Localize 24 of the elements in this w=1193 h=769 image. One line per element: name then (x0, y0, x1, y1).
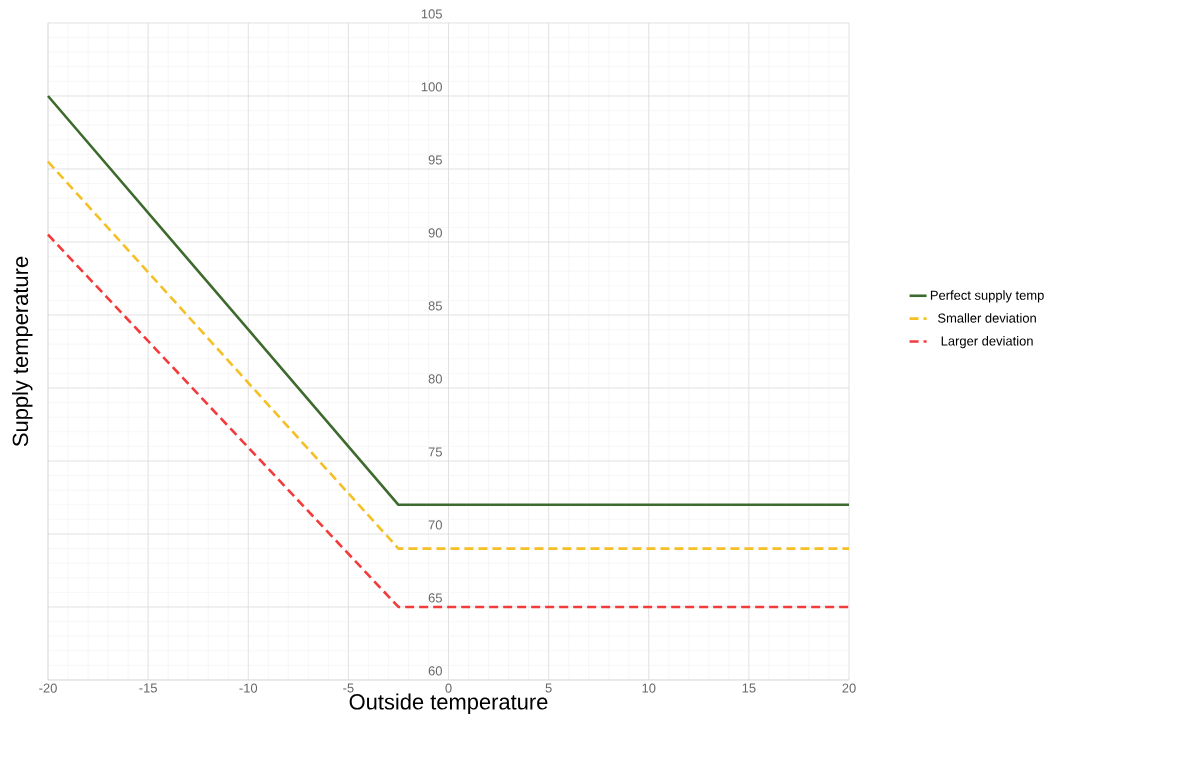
legend-label: Smaller deviation (938, 313, 1036, 323)
y-tick-label: 70 (428, 520, 442, 530)
x-tick-label: -5 (343, 683, 354, 693)
x-tick-label: -10 (239, 683, 258, 693)
legend-label: Larger deviation (941, 336, 1033, 349)
y-tick-label: 85 (428, 301, 442, 311)
y-axis-title: Supply temperature (12, 256, 33, 447)
y-tick-label: 80 (428, 374, 442, 384)
y-tick-label: 105 (421, 9, 442, 19)
x-tick-label: 15 (742, 683, 756, 693)
legend-label: Perfect supply temp (930, 290, 1044, 303)
x-tick-label: -20 (39, 683, 57, 693)
x-axis-title: Outside temperature (349, 693, 548, 714)
x-tick-label: -15 (139, 683, 157, 693)
y-tick-label: 60 (428, 666, 442, 676)
x-tick-label: 20 (842, 683, 856, 693)
y-tick-label: 100 (421, 82, 442, 92)
y-tick-label: 95 (428, 155, 442, 165)
x-tick-label: 5 (545, 683, 552, 693)
y-tick-label: 90 (428, 228, 442, 238)
x-tick-label: 10 (642, 683, 656, 693)
x-tick-label: 0 (445, 683, 452, 693)
y-tick-label: 65 (428, 593, 442, 603)
y-tick-label: 75 (428, 447, 442, 457)
